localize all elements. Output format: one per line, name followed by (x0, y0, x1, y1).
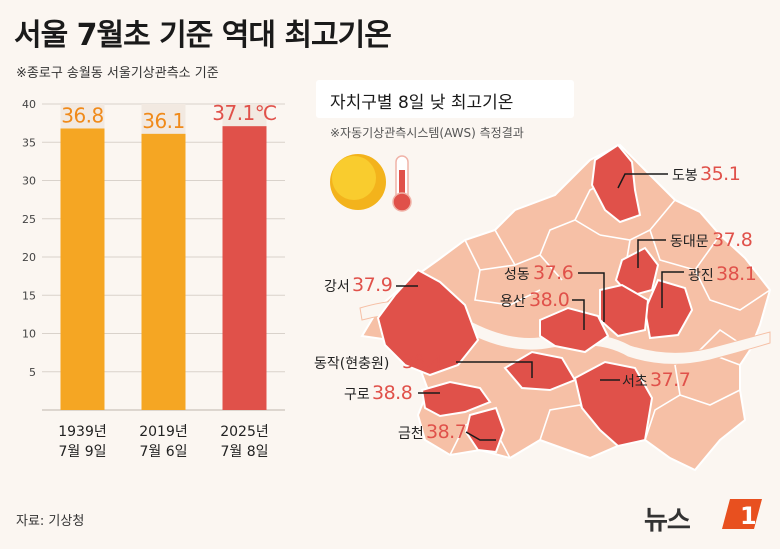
x-tick-label-year: 1939년 (58, 424, 107, 440)
logo-badge-text: 1 (740, 502, 757, 530)
district-value-gangseo: 37.9 (352, 274, 392, 296)
district-guro (420, 380, 492, 418)
bar (141, 133, 186, 410)
bar-chart: 5 10 15 20 25 30 35 40 36.8 36.1 37.1℃ 1939년 7월 9일… (22, 98, 285, 460)
value-labels: 36.8 36.1 37.1℃ (61, 101, 277, 133)
seoul-district-map: 도봉 35.1 동대문 37.8 광진 38.1 성동 37.6 용산 38.0… (314, 143, 772, 472)
logo-badge-shape (722, 499, 762, 529)
district-gangseo (376, 268, 480, 377)
map-title: 자치구별 8일 낮 최고기온 (330, 93, 514, 113)
district-value-yongsan: 38.0 (529, 289, 569, 311)
district-label-dongjak: 동작(현충원) (314, 356, 389, 372)
y-tick-label: 10 (22, 328, 36, 341)
district-label-seocho: 서초 (622, 374, 648, 390)
district-value-guro: 38.8 (372, 382, 412, 404)
news1-logo-badge: 1 (722, 499, 762, 530)
y-tick-label: 35 (22, 136, 36, 149)
x-tick-label-year: 2019년 (139, 424, 188, 440)
district-value-dobong: 35.1 (700, 163, 740, 185)
y-tick-label: 15 (22, 289, 36, 302)
bar-value-label: 36.8 (61, 103, 104, 127)
district-label-guro: 구로 (344, 387, 370, 403)
chart-subtitle: ※종로구 송월동 서울기상관측소 기준 (16, 66, 219, 81)
x-tick-label-date: 7월 6일 (139, 444, 187, 460)
district-yongsan (539, 306, 610, 354)
bars (60, 104, 267, 411)
map-note: ※자동기상관측시스템(AWS) 측정결과 (330, 126, 524, 140)
y-tick-label: 25 (22, 213, 36, 226)
district-label-gangseo: 강서 (324, 279, 350, 295)
x-tick-label-date: 7월 9일 (58, 444, 106, 460)
district-label-dongdaemun: 동대문 (670, 234, 709, 250)
district-value-gwangjin: 38.1 (716, 263, 756, 285)
x-tick-labels: 1939년 7월 9일 2019년 7월 6일 2025년 7월 8일 (58, 424, 269, 460)
district-value-dongjak: 38.4 (402, 351, 443, 373)
district-value-seongdong: 37.6 (533, 262, 573, 284)
district-label-yongsan: 용산 (500, 294, 526, 310)
leader-lines (396, 173, 684, 441)
district-value-geumcheon: 38.7 (426, 421, 466, 443)
district-value-seocho: 37.7 (650, 369, 690, 391)
y-tick-label: 40 (22, 98, 36, 111)
bar-value-label: 36.1 (142, 109, 185, 133)
bar-value-label: 37.1℃ (212, 101, 277, 125)
x-tick-label-date: 7월 8일 (220, 444, 268, 460)
district-dongdaemun (614, 246, 660, 298)
bar (60, 128, 105, 411)
district-label-seongdong: 성동 (504, 267, 530, 283)
sun-icon (330, 154, 386, 210)
y-tick-label: 20 (22, 251, 36, 264)
news1-logo-text: 뉴스 (644, 506, 691, 536)
district-seocho (573, 360, 654, 448)
district-label-dobong: 도봉 (672, 168, 698, 184)
district-dobong (590, 143, 642, 224)
x-tick-label-year: 2025년 (220, 424, 269, 440)
y-tick-label: 30 (22, 175, 36, 188)
district-labels: 도봉 35.1 동대문 37.8 광진 38.1 성동 37.6 용산 38.0… (314, 163, 757, 443)
bar (222, 126, 267, 410)
page-title: 서울 7월초 기준 역대 최고기온 (14, 18, 392, 53)
district-label-gwangjin: 광진 (688, 268, 714, 284)
map-title-box (316, 80, 574, 118)
data-source: 자료: 기상청 (16, 514, 85, 529)
thermometer-icon (392, 155, 412, 212)
district-label-geumcheon: 금천 (398, 426, 424, 442)
y-tick-labels: 5 10 15 20 25 30 35 40 (22, 98, 36, 379)
y-tick-label: 5 (29, 366, 36, 379)
district-value-dongdaemun: 37.8 (712, 229, 752, 251)
